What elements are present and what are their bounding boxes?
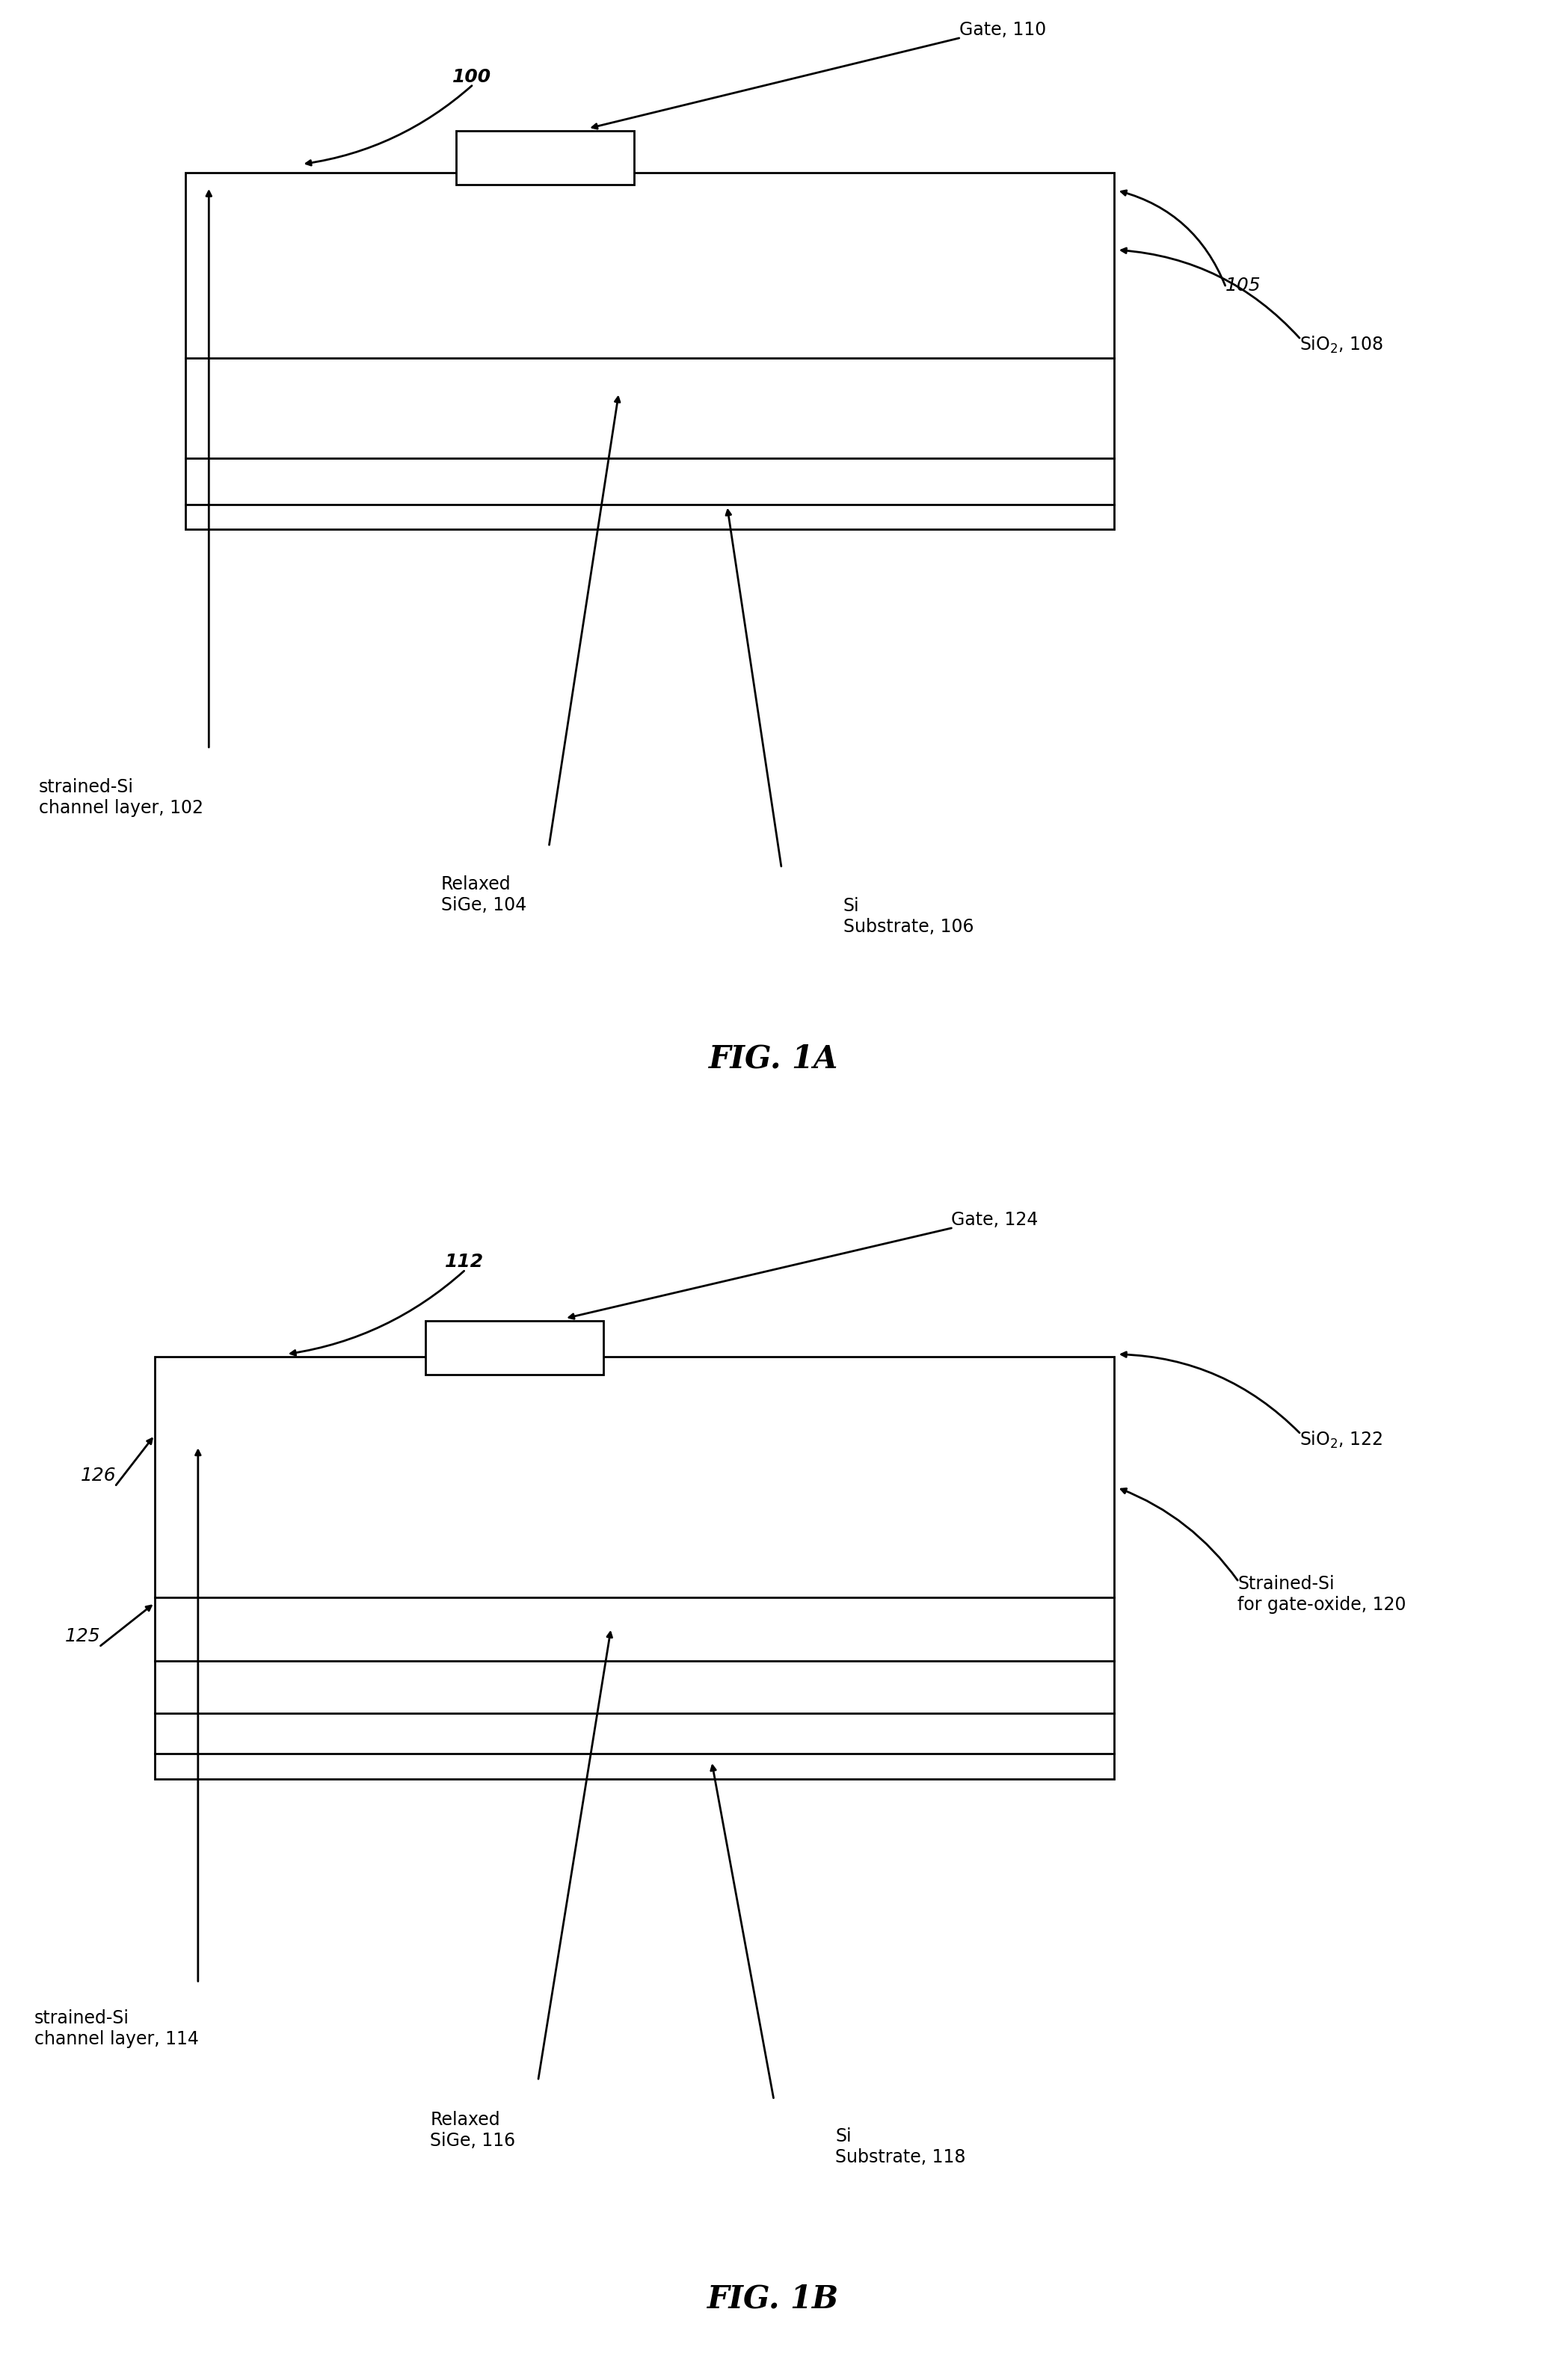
Text: Si
Substrate, 118: Si Substrate, 118 — [835, 2128, 965, 2166]
Text: strained-Si
channel layer, 114: strained-Si channel layer, 114 — [34, 2009, 198, 2049]
Text: 112: 112 — [444, 1252, 484, 1271]
Text: 126: 126 — [80, 1466, 116, 1485]
Text: Si
Substrate, 106: Si Substrate, 106 — [843, 897, 973, 935]
Text: 125: 125 — [65, 1628, 101, 1645]
Text: 105: 105 — [1225, 276, 1261, 295]
Bar — [186, 174, 1114, 531]
Text: Relaxed
SiGe, 104: Relaxed SiGe, 104 — [441, 876, 526, 914]
Text: Gate, 124: Gate, 124 — [951, 1211, 1038, 1228]
Text: Relaxed
SiGe, 116: Relaxed SiGe, 116 — [430, 2111, 515, 2149]
Text: Strained-Si
for gate-oxide, 120: Strained-Si for gate-oxide, 120 — [1238, 1576, 1406, 1614]
Text: SiO$_2$, 108: SiO$_2$, 108 — [1299, 336, 1383, 355]
Text: 100: 100 — [452, 69, 492, 86]
Text: SiO$_2$, 122: SiO$_2$, 122 — [1299, 1430, 1383, 1449]
Text: FIG. 1B: FIG. 1B — [707, 2282, 840, 2316]
Text: FIG. 1A: FIG. 1A — [709, 1042, 838, 1076]
Bar — [155, 1357, 1114, 1780]
Text: Gate, 110: Gate, 110 — [959, 21, 1046, 38]
Text: strained-Si
channel layer, 102: strained-Si channel layer, 102 — [39, 778, 203, 816]
Bar — [425, 1321, 603, 1376]
Bar — [456, 131, 634, 186]
